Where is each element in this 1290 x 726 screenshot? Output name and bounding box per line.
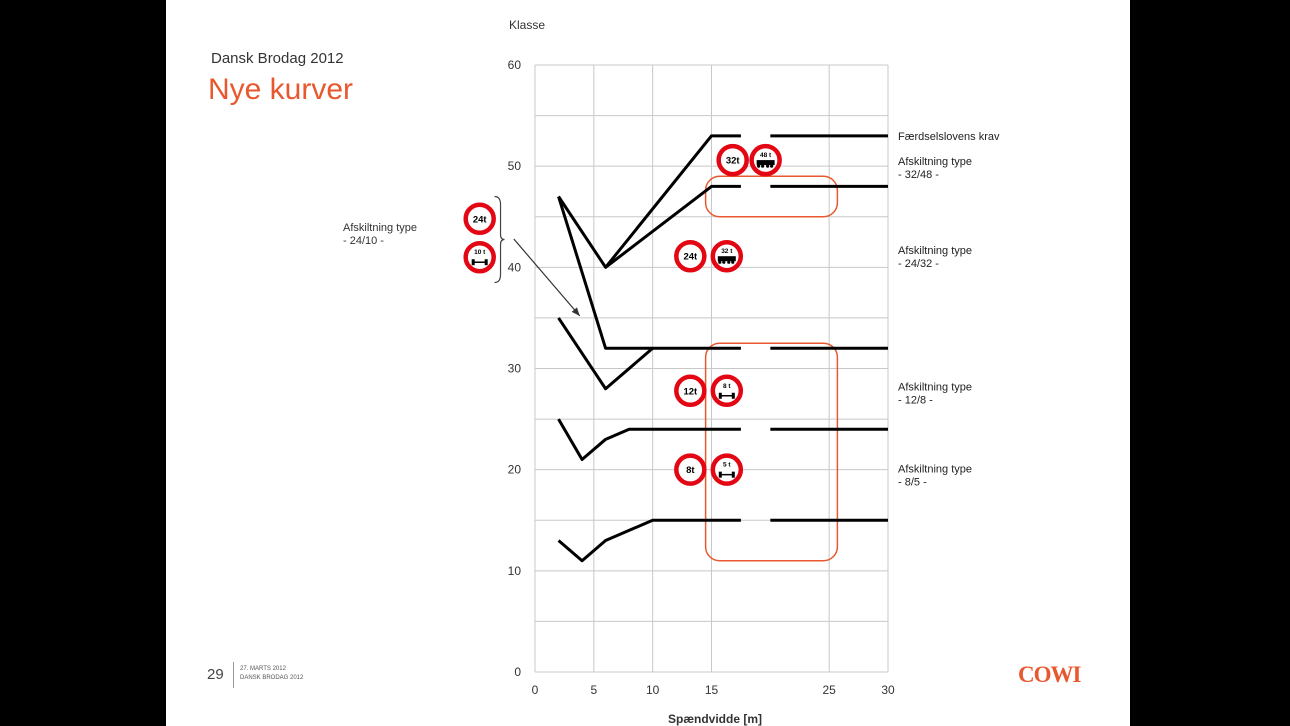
traffic-sign-icon: 10 t [463, 240, 496, 274]
cowi-logo: COWI [1018, 662, 1081, 687]
x-tick-label: 0 [532, 683, 539, 697]
y-tick-label: 30 [508, 362, 522, 376]
curve-series-4 [557, 317, 654, 391]
x-tick-label: 15 [705, 683, 719, 697]
sign-text: 5 t [723, 462, 731, 469]
truck-wheel [718, 260, 722, 264]
left-sign-label: Afskiltning type - 24/10 - [343, 222, 417, 247]
sign-text: 12t [683, 386, 698, 397]
annotation-label: Afskiltning type - 32/48 - [898, 156, 972, 181]
traffic-sign-icon: 5 t [710, 453, 744, 486]
sign-text: 24t [683, 252, 698, 263]
y-axis-label: Klasse [509, 18, 545, 32]
traffic-sign-icon: 48 t [749, 143, 782, 177]
highlight-box [704, 175, 839, 218]
truck-wheel [766, 164, 770, 168]
curve-series-2 [604, 184, 741, 269]
grid [534, 64, 889, 673]
y-tick-label: 20 [508, 463, 522, 477]
axle-wheel [484, 259, 488, 266]
x-tick-label: 30 [881, 683, 895, 697]
sign-ring [716, 143, 749, 177]
traffic-sign-icon: 8t [674, 453, 707, 486]
traffic-sign-icon: 24t [463, 202, 496, 236]
arrow-line [513, 238, 581, 317]
sign-ring [674, 374, 707, 408]
y-tick-label: 50 [508, 159, 522, 173]
footer-date: 27. MARTS 2012 DANSK BRODAG 2012 [240, 666, 304, 681]
truck-wheel [761, 164, 765, 168]
chart-labels: 0 5 10 15 25 30 0 10 20 30 40 50 60 Klasse Spændvidde … [508, 18, 1000, 726]
traffic-sign-icon: 32t [716, 143, 749, 177]
x-axis-label: Spændvidde [m] [668, 712, 762, 726]
truck-body [756, 160, 775, 166]
x-tick-label: 25 [822, 683, 836, 697]
curves [557, 134, 888, 563]
curve-series-6 [557, 518, 741, 563]
y-tick-label: 60 [508, 58, 522, 72]
x-tick-label: 10 [646, 683, 660, 697]
sign-ring [710, 374, 744, 408]
sign-text: 8t [686, 465, 695, 476]
sign-text: 32 t [721, 248, 733, 255]
traffic-signs: 32t 48 t 24t 32 t 12t 8 t 8t 5 t 24t 10 t [463, 143, 782, 486]
axle-wheel [718, 471, 722, 478]
sign-text: 24t [473, 214, 488, 225]
sign-ring [463, 202, 496, 236]
sign-text: 32t [726, 156, 741, 167]
axle-wheel [731, 392, 735, 399]
sign-ring [674, 453, 707, 486]
annotation-label: Afskiltning type - 12/8 - [898, 382, 972, 407]
highlight-box [704, 342, 839, 562]
sign-text: 10 t [474, 249, 486, 256]
curve-series-5 [557, 418, 741, 462]
chart-extras [494, 195, 581, 317]
curve-series-1 [557, 134, 741, 269]
axle-wheel [471, 259, 475, 266]
arrow-head [571, 307, 580, 316]
sign-ring [710, 453, 744, 486]
curve-series-3 [557, 196, 741, 350]
traffic-sign-icon: 32 t [710, 239, 744, 273]
truck-wheel [722, 260, 726, 264]
sign-text: 48 t [760, 152, 772, 159]
truck-wheel [770, 164, 774, 168]
sign-text: 8 t [723, 383, 731, 390]
x-tick-label: 5 [590, 683, 597, 697]
traffic-sign-icon: 8 t [710, 374, 744, 408]
truck-wheel [727, 260, 731, 264]
traffic-sign-icon: 24t [674, 239, 707, 273]
y-tick-label: 40 [508, 260, 522, 274]
slide-title: Nye kurver [208, 73, 354, 106]
axle-wheel [718, 392, 722, 399]
y-tick-label: 0 [514, 665, 521, 679]
axle-wheel [731, 471, 735, 478]
slide-subtitle: Dansk Brodag 2012 [211, 50, 344, 67]
footer-divider [233, 662, 234, 688]
brace [494, 195, 505, 284]
page-number: 29 [207, 666, 224, 683]
highlight-boxes [704, 175, 839, 562]
sign-ring [463, 240, 496, 274]
truck-wheel [757, 164, 761, 168]
truck-body [717, 256, 736, 262]
traffic-sign-icon: 12t [674, 374, 707, 408]
annotation-label: Afskiltning type - 8/5 - [898, 464, 972, 489]
truck-wheel [731, 260, 735, 264]
annotation-label: Færdselslovens krav [898, 131, 1000, 143]
y-tick-label: 10 [508, 564, 522, 578]
sign-ring [674, 239, 707, 273]
annotation-label: Afskiltning type - 24/32 - [898, 245, 972, 270]
